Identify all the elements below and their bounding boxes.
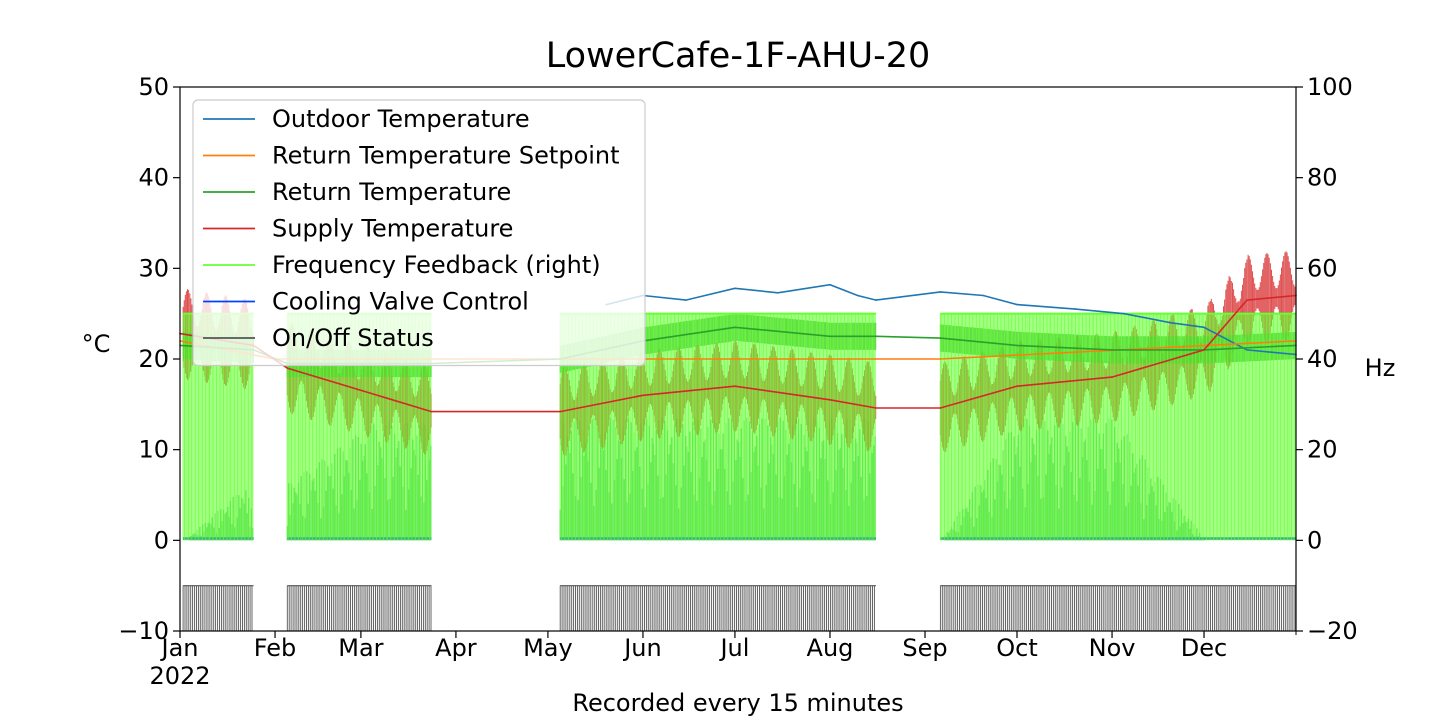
x-tick-label: Jul (718, 634, 749, 662)
x-tick-label: Sep (902, 634, 947, 662)
series-point-0-14 (1203, 326, 1205, 329)
series-point-1-4 (875, 358, 877, 360)
series-point-3-10 (1016, 385, 1018, 388)
series-point-3-12 (1203, 349, 1205, 351)
series-point-0-3 (734, 287, 736, 290)
series-point-3-8 (875, 407, 877, 409)
series-point-3-6 (734, 385, 736, 388)
y-left-tick-label: 50 (138, 73, 169, 101)
series-point-3-2 (286, 367, 289, 369)
series-point-0-12 (1123, 312, 1126, 315)
series-point-2-10 (1016, 344, 1018, 347)
y-right-tick-label: 60 (1307, 254, 1338, 282)
x-tick-label: Apr (435, 634, 477, 662)
legend-entry: Return Temperature Setpoint (272, 142, 620, 170)
x-tick-label: Jun (622, 634, 662, 662)
series-point-3-5 (642, 394, 644, 397)
x-tick-label: Aug (807, 634, 854, 662)
y-right-tick-label: 40 (1307, 345, 1338, 373)
legend-box (192, 99, 646, 367)
freq-stripes-3 (939, 313, 1297, 541)
series-point-2-8 (875, 335, 877, 338)
series-point-1-5 (939, 358, 942, 360)
y-left-tick-label: −10 (118, 617, 169, 645)
x-axis-label: Recorded every 15 minutes (572, 689, 903, 717)
x-tick-sublabel: 2022 (149, 662, 210, 690)
y-right-tick-label: 80 (1307, 164, 1338, 192)
legend: Outdoor Temperature Return Temperature Se… (192, 99, 646, 367)
series-point-3-7 (829, 399, 831, 401)
onoff-stripes-2 (559, 585, 875, 631)
x-tick-label: Oct (996, 634, 1038, 662)
x-tick-label: Dec (1181, 634, 1227, 662)
series-point-3-11 (1111, 376, 1113, 378)
series-point-3-4 (559, 410, 561, 413)
legend-entry: Supply Temperature (272, 215, 513, 243)
y-axis-right-label: Hz (1365, 354, 1396, 382)
series-point-0-15 (1246, 349, 1248, 351)
series-point-0-10 (1016, 303, 1018, 306)
y-axis-right: −20 0 20 40 60 80 100 (1296, 73, 1358, 645)
onoff-stripes-1 (286, 585, 432, 631)
onoff-stripes-3 (939, 585, 1296, 631)
series-point-0-4 (777, 292, 779, 294)
series-point-2-6 (734, 326, 736, 329)
series-point-0-6 (856, 294, 859, 297)
y-left-tick-label: 10 (138, 436, 169, 464)
freq-stripes-1 (286, 313, 432, 541)
onoff-stripes-0 (182, 585, 253, 631)
y-axis-left-label: °C (82, 330, 111, 358)
series-point-3-13 (1246, 299, 1248, 301)
series-point-0-9 (982, 294, 985, 297)
series-point-2-7 (829, 335, 831, 338)
y-right-tick-label: 20 (1307, 436, 1338, 464)
legend-entry: Frequency Feedback (right) (272, 251, 601, 279)
x-tick-label: May (523, 634, 573, 662)
series-point-3-9 (939, 407, 942, 409)
series-point-0-11 (1074, 308, 1077, 310)
series-point-0-13 (1169, 321, 1172, 324)
series-point-0-2 (685, 299, 687, 301)
y-left-tick-label: 40 (138, 164, 169, 192)
freq-stripes-2 (559, 313, 876, 541)
y-left-tick-label: 30 (138, 254, 169, 282)
legend-entry: Outdoor Temperature (272, 105, 530, 133)
chart-title: LowerCafe-1F-AHU-20 (546, 36, 931, 76)
legend-entry: On/Off Status (272, 324, 434, 352)
series-point-2-11 (1111, 349, 1113, 351)
series-point-0-7 (875, 299, 877, 301)
legend-entry: Return Temperature (272, 178, 511, 206)
series-point-0-5 (829, 283, 831, 286)
series-point-3-3 (430, 410, 433, 413)
x-tick-label: Jan (160, 634, 199, 662)
series-point-0-8 (939, 291, 942, 293)
x-tick-label: Feb (254, 634, 297, 662)
y-right-tick-label: 0 (1307, 526, 1322, 554)
x-tick-label: Nov (1089, 634, 1136, 662)
legend-entry: Cooling Valve Control (272, 288, 529, 316)
y-right-tick-label: 100 (1307, 73, 1353, 101)
y-axis-left: −10 0 10 20 30 40 50 (118, 73, 180, 645)
y-right-tick-label: −20 (1307, 617, 1358, 645)
y-left-tick-label: 0 (154, 526, 169, 554)
freq-stripes-0 (182, 313, 254, 541)
series-point-2-9 (939, 337, 942, 339)
x-tick-label: Mar (338, 634, 383, 662)
y-left-tick-label: 20 (138, 345, 169, 373)
